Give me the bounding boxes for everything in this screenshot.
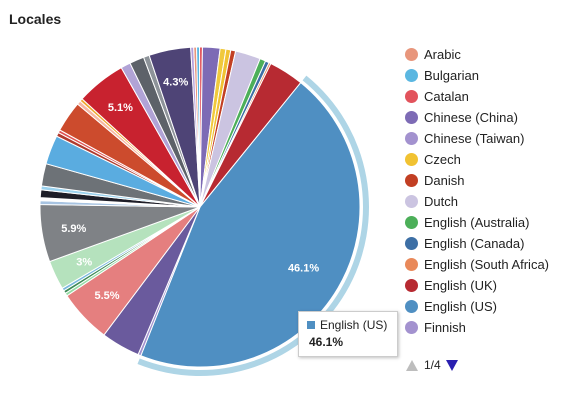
slice-label-romanian: 5.1% bbox=[108, 102, 133, 114]
tooltip: English (US) 46.1% bbox=[298, 311, 398, 357]
legend-item[interactable]: Finnish bbox=[405, 317, 549, 338]
legend-label: Chinese (China) bbox=[424, 110, 518, 125]
legend-item[interactable]: Chinese (Taiwan) bbox=[405, 128, 549, 149]
slice-label-hungarian: 3% bbox=[76, 257, 92, 269]
legend-label: Chinese (Taiwan) bbox=[424, 131, 525, 146]
legend-item[interactable]: Arabic bbox=[405, 44, 549, 65]
legend-swatch bbox=[405, 321, 418, 334]
slice-label-english-us: 46.1% bbox=[288, 263, 319, 275]
pie-slice-english-us[interactable] bbox=[140, 81, 361, 368]
legend-label: Danish bbox=[424, 173, 465, 188]
page-down-icon[interactable] bbox=[445, 359, 458, 371]
legend-swatch bbox=[405, 195, 418, 208]
legend-swatch bbox=[405, 90, 418, 103]
tooltip-value: 46.1% bbox=[309, 335, 344, 349]
legend-swatch bbox=[405, 111, 418, 124]
legend-label: Finnish bbox=[424, 320, 466, 335]
legend-swatch bbox=[405, 174, 418, 187]
legend-item[interactable]: Dutch bbox=[405, 191, 549, 212]
legend-swatch bbox=[405, 216, 418, 229]
legend-item[interactable]: Bulgarian bbox=[405, 65, 549, 86]
legend-swatch bbox=[405, 132, 418, 145]
legend-label: English (Canada) bbox=[424, 236, 525, 251]
legend-item[interactable]: English (UK) bbox=[405, 275, 549, 296]
legend-item[interactable]: English (US) bbox=[405, 296, 549, 317]
legend: Arabic Bulgarian Catalan Chinese (China)… bbox=[405, 44, 549, 338]
legend-swatch bbox=[405, 237, 418, 250]
legend-item[interactable]: Chinese (China) bbox=[405, 107, 549, 128]
page-up-icon[interactable] bbox=[406, 359, 418, 371]
legend-item[interactable]: English (Australia) bbox=[405, 212, 549, 233]
legend-label: Arabic bbox=[424, 47, 461, 62]
slice-label-slovenian: 4.3% bbox=[163, 76, 188, 88]
legend-pager: 1/4 bbox=[406, 358, 458, 372]
legend-item[interactable]: Catalan bbox=[405, 86, 549, 107]
legend-label: English (South Africa) bbox=[424, 257, 550, 272]
legend-label: Czech bbox=[424, 152, 461, 167]
legend-item[interactable]: Danish bbox=[405, 170, 549, 191]
legend-label: English (UK) bbox=[424, 278, 497, 293]
legend-item[interactable]: English (Canada) bbox=[405, 233, 549, 254]
legend-swatch bbox=[405, 300, 418, 313]
page-indicator: 1/4 bbox=[424, 358, 441, 372]
tooltip-swatch bbox=[307, 321, 315, 329]
slice-label-german: 5.5% bbox=[94, 290, 119, 302]
legend-item[interactable]: Czech bbox=[405, 149, 549, 170]
legend-swatch bbox=[405, 279, 418, 292]
slice-label-indonesian: 5.9% bbox=[61, 223, 86, 235]
legend-label: Bulgarian bbox=[424, 68, 479, 83]
pie-slice-spanish[interactable] bbox=[190, 46, 201, 208]
legend-label: Dutch bbox=[424, 194, 458, 209]
legend-label: Catalan bbox=[424, 89, 469, 104]
tooltip-label: English (US) bbox=[320, 318, 388, 332]
legend-swatch bbox=[405, 258, 418, 271]
legend-label: English (Australia) bbox=[424, 215, 530, 230]
legend-swatch bbox=[405, 69, 418, 82]
legend-label: English (US) bbox=[424, 299, 497, 314]
legend-swatch bbox=[405, 48, 418, 61]
chart-title: Locales bbox=[9, 11, 62, 27]
legend-item[interactable]: English (South Africa) bbox=[405, 254, 549, 275]
legend-swatch bbox=[405, 153, 418, 166]
